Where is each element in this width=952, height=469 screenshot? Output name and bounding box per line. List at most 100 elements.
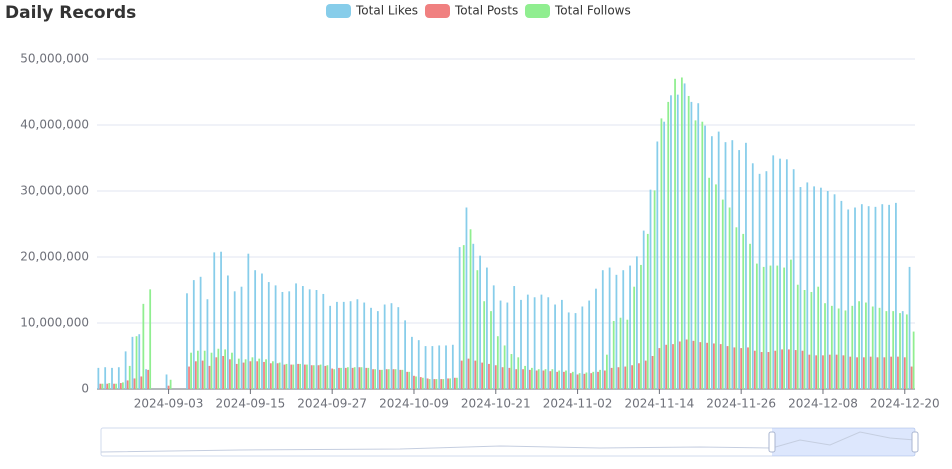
bar [263,361,265,389]
bar [220,251,222,389]
bar [428,379,431,389]
bar [310,365,313,389]
bar [140,376,143,389]
bar [801,350,804,389]
bar [258,358,261,389]
bar [520,299,522,389]
slider-handle[interactable] [768,431,776,453]
x-tick-label: 2024-12-20 [870,397,940,411]
bar [890,356,893,389]
bar [149,289,152,389]
bar [486,267,488,389]
bar [697,103,700,389]
bar [710,136,713,389]
bar [755,263,758,389]
bar [690,101,693,390]
bar [708,177,711,389]
bar [794,350,797,389]
bar [533,297,536,389]
bar [629,265,631,389]
bar [231,352,233,389]
bar [547,297,550,389]
bar [726,346,729,389]
slider-window[interactable] [772,428,915,456]
legend[interactable]: Total Likes Total Posts Total Follows [326,4,631,19]
bar [104,367,107,389]
bar [561,299,563,389]
bar [531,367,533,389]
bar [390,303,393,389]
bar [408,371,411,389]
bar [513,286,516,389]
bar [271,361,274,389]
bar [762,266,765,389]
bar [301,286,304,389]
bar [910,366,913,389]
bar [367,367,370,389]
bar [728,207,731,389]
bar [101,383,104,389]
bar [297,363,299,389]
bar [285,363,288,389]
bar [760,352,763,389]
bar [240,286,243,389]
bar [249,361,252,389]
bar [656,141,659,389]
bar [406,371,409,389]
bar [649,189,652,389]
bar [599,369,601,389]
legend-label: Total Likes [355,4,418,18]
bar [349,301,352,389]
bar [694,120,697,389]
bar [133,378,136,389]
bar [467,358,470,389]
bar [342,301,345,389]
bar [892,311,895,389]
bar [197,350,199,389]
slider-handle[interactable] [911,431,919,453]
bar [233,291,236,389]
bar [897,356,899,389]
bar [903,357,906,389]
bar [165,374,168,389]
bar [451,344,454,389]
bar [326,365,329,389]
x-tick-label: 2024-11-02 [543,397,613,411]
bar [738,150,741,389]
bar [247,253,250,389]
bar [608,267,611,389]
bar [394,369,397,389]
bar [537,369,540,389]
bar [315,290,318,389]
bar [215,357,218,389]
y-tick-label: 30,000,000 [20,184,89,198]
bar [203,350,206,389]
bar [290,364,293,389]
bar [256,361,259,389]
bar [837,308,840,389]
bar [663,121,666,389]
bar [687,95,690,390]
bar [336,301,338,389]
bar [665,344,668,389]
bar [517,357,520,389]
bar [672,344,674,389]
bar [715,184,717,389]
bar [556,371,559,389]
bar [908,266,911,389]
bar [312,365,315,389]
bar [796,284,799,389]
bar [145,369,147,389]
bar [735,227,738,389]
bar [685,339,688,389]
bar [508,367,511,389]
bar [353,367,356,389]
bar [803,290,806,389]
bar [885,311,888,389]
bar [792,169,795,389]
legend-swatch [326,4,351,18]
data-zoom-slider[interactable] [100,427,919,457]
bar [724,142,727,389]
bar [526,294,529,389]
bar [626,319,629,389]
